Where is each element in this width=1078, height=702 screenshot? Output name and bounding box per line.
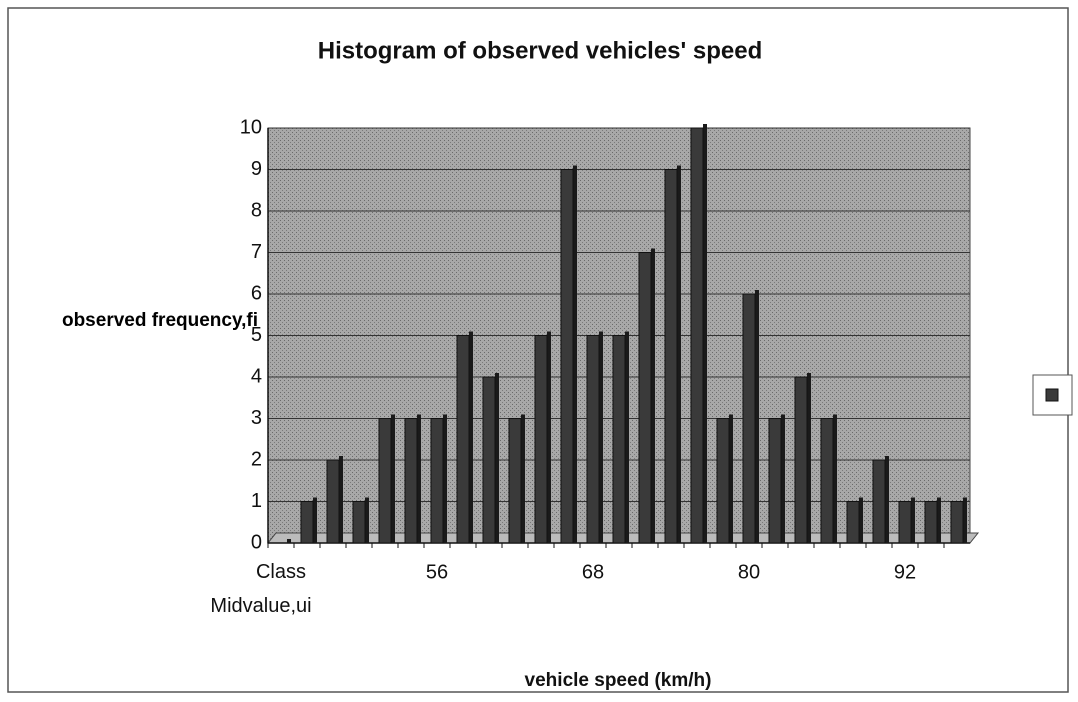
bar-side bbox=[469, 331, 473, 543]
x-tick-label: 68 bbox=[582, 561, 604, 583]
bar bbox=[612, 335, 626, 544]
bar-side bbox=[287, 539, 291, 543]
x-tick-label: 80 bbox=[738, 561, 760, 583]
x-tick-label: Class Midvalue,ui bbox=[210, 561, 311, 617]
bar-side bbox=[625, 331, 629, 543]
bar bbox=[950, 501, 964, 544]
chart-title: Histogram of observed vehicles' speed bbox=[318, 37, 763, 64]
bar bbox=[924, 501, 938, 544]
y-tick-label: 10 bbox=[240, 116, 262, 138]
bar-side bbox=[859, 497, 863, 543]
bar bbox=[768, 418, 782, 544]
bar bbox=[716, 418, 730, 544]
bar bbox=[638, 252, 652, 544]
bar-side bbox=[547, 331, 551, 543]
bar-side bbox=[677, 165, 681, 543]
y-tick-label: 5 bbox=[251, 324, 262, 346]
x-tick-label: 56 bbox=[426, 561, 448, 583]
bar bbox=[794, 376, 808, 544]
legend bbox=[1032, 374, 1073, 416]
y-tick-label: 9 bbox=[251, 158, 262, 180]
y-axis-title-box: observed frequency,fi bbox=[61, 310, 259, 331]
y-tick-label: 7 bbox=[251, 241, 262, 263]
x-tick-label: 92 bbox=[894, 561, 916, 583]
y-axis-title: observed frequency,fi bbox=[61, 310, 259, 331]
bar bbox=[846, 501, 860, 544]
bar-side bbox=[417, 414, 421, 543]
y-tick-label: 4 bbox=[251, 365, 262, 387]
bar bbox=[820, 418, 834, 544]
bar-side bbox=[391, 414, 395, 543]
x-axis-title: vehicle speed (km/h) bbox=[525, 670, 712, 691]
bar-side bbox=[755, 290, 759, 543]
bar bbox=[898, 501, 912, 544]
bar bbox=[482, 376, 496, 544]
y-tick-label: 6 bbox=[251, 282, 262, 304]
bar bbox=[664, 169, 678, 544]
bar-side bbox=[833, 414, 837, 543]
y-tick-label: 8 bbox=[251, 199, 262, 221]
bar-side bbox=[313, 497, 317, 543]
bar-side bbox=[911, 497, 915, 543]
y-tick-label: 1 bbox=[251, 490, 262, 512]
bar bbox=[534, 335, 548, 544]
bar-side bbox=[885, 456, 889, 543]
bar bbox=[872, 459, 886, 544]
bar bbox=[300, 501, 314, 544]
y-tick-label: 0 bbox=[251, 531, 262, 553]
bar bbox=[690, 127, 704, 544]
bar-side bbox=[963, 497, 967, 543]
legend-swatch bbox=[1045, 388, 1059, 402]
y-tick-label: 2 bbox=[251, 448, 262, 470]
bar-side bbox=[729, 414, 733, 543]
bar bbox=[586, 335, 600, 544]
bar bbox=[326, 459, 340, 544]
bar bbox=[404, 418, 418, 544]
chart-border bbox=[7, 7, 1069, 693]
bar-side bbox=[443, 414, 447, 543]
bar-side bbox=[521, 414, 525, 543]
bar-side bbox=[573, 165, 577, 543]
bar-side bbox=[365, 497, 369, 543]
bar bbox=[456, 335, 470, 544]
bar-side bbox=[937, 497, 941, 543]
bar bbox=[430, 418, 444, 544]
bar bbox=[508, 418, 522, 544]
bar-side bbox=[781, 414, 785, 543]
y-tick-label: 3 bbox=[251, 407, 262, 429]
bar bbox=[560, 169, 574, 544]
bar-side bbox=[599, 331, 603, 543]
bar bbox=[742, 293, 756, 544]
bar bbox=[352, 501, 366, 544]
bar-side bbox=[339, 456, 343, 543]
bar bbox=[378, 418, 392, 544]
bar-side bbox=[495, 373, 499, 543]
bar-side bbox=[651, 248, 655, 543]
bar-side bbox=[703, 124, 707, 543]
bar-side bbox=[807, 373, 811, 543]
